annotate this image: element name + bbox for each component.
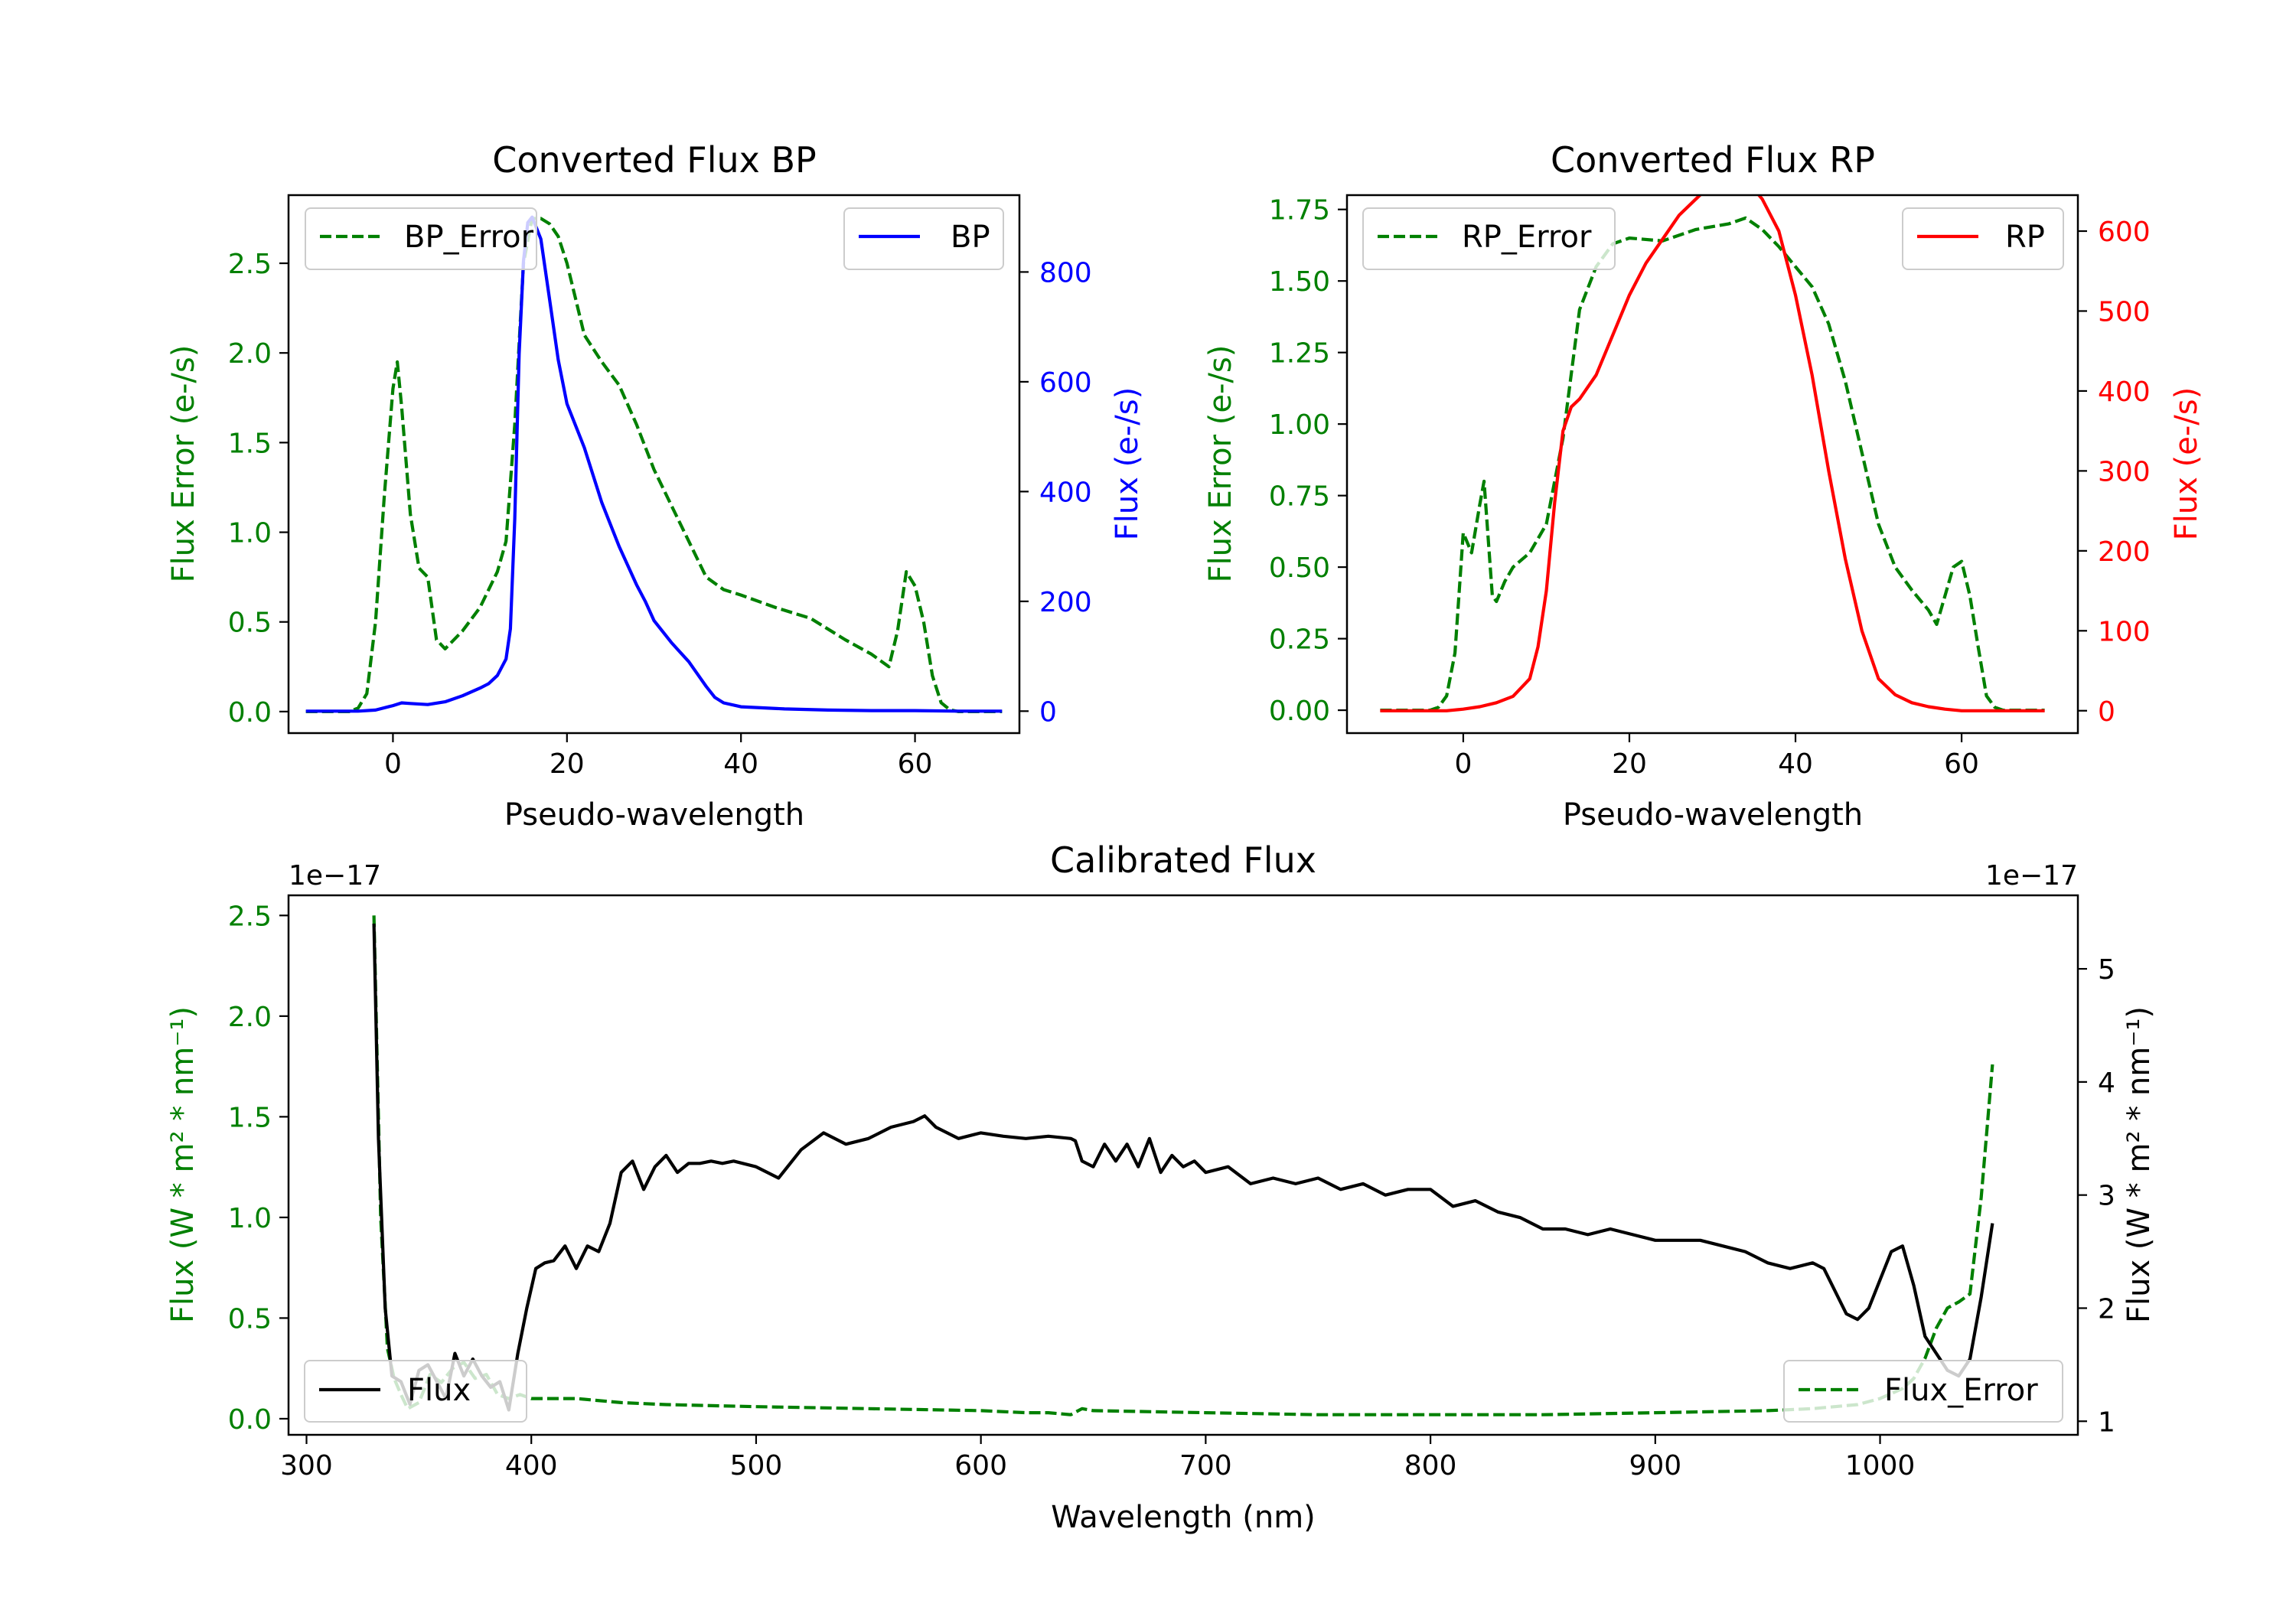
- bp-y-left-label: Flux Error (e-/s): [166, 345, 201, 583]
- rp-y-left-tick-label: 0.50: [1269, 553, 1330, 584]
- bp-y-left-tick-label: 1.5: [228, 428, 272, 459]
- bp-y-left-tick-label: 2.5: [228, 249, 272, 280]
- bp-x-tick-label: 40: [723, 748, 758, 780]
- cal-title: Calibrated Flux: [1050, 839, 1316, 881]
- rp-series-rp-line: [1380, 195, 2045, 712]
- bp-y-right-tick-label: 400: [1039, 477, 1092, 508]
- bp-title: Converted Flux BP: [492, 139, 817, 181]
- bp-y-right-tick-label: 200: [1039, 587, 1092, 618]
- cal-x-tick-label: 700: [1179, 1450, 1232, 1482]
- panel-calibrated: Calibrated Flux 300 400 500 600 700 800 900 100…: [165, 839, 2157, 1535]
- rp-y-left-tick-label: 1.50: [1269, 266, 1330, 298]
- rp-y-left-tick-label: 1.25: [1269, 338, 1330, 370]
- rp-y-right-tick-label: 200: [2098, 536, 2151, 568]
- bp-y-left-tick-label: 2.0: [228, 338, 272, 370]
- cal-right-offset: 1e−17: [1985, 860, 2078, 892]
- rp-y-left-tick-label: 1.00: [1269, 409, 1330, 441]
- rp-y-right-tick-label: 0: [2098, 696, 2115, 728]
- bp-x-tick-label: 20: [550, 748, 585, 780]
- rp-axes-frame: [1345, 194, 2079, 735]
- cal-x-tick-label: 400: [505, 1450, 558, 1482]
- cal-y-right-tick-label: 1: [2098, 1407, 2115, 1438]
- cal-series-flux-line: [372, 923, 1994, 1412]
- rp-legend-error: RP_Error: [1362, 207, 1616, 270]
- bp-axes-frame: [287, 194, 1021, 735]
- rp-legend-error-label: RP_Error: [1462, 220, 1592, 255]
- bp-xlabel: Pseudo-wavelength: [504, 797, 804, 833]
- cal-y-right-tick-label: 5: [2098, 954, 2115, 986]
- rp-y-left-tick-label: 0.00: [1269, 696, 1330, 727]
- rp-y-left-tick-label: 0.75: [1269, 481, 1330, 513]
- bp-legend-error-label: BP_Error: [404, 220, 534, 255]
- cal-y-left-tick-label: 0.0: [228, 1404, 272, 1436]
- cal-y-left-label: Flux (W * m² * nm⁻¹): [165, 1006, 201, 1323]
- rp-x-tick-label: 60: [1944, 748, 1979, 780]
- cal-y-left-tick-label: 2.5: [228, 901, 272, 932]
- cal-y-left-tick-label: 2.0: [228, 1002, 272, 1033]
- cal-y-right-tick-label: 4: [2098, 1068, 2115, 1099]
- bp-y-left-tick-label: 0.0: [228, 697, 272, 729]
- cal-y-right-tick-label: 3: [2098, 1181, 2115, 1212]
- cal-y-right-tick-label: 2: [2098, 1293, 2115, 1325]
- cal-x-tick-label: 500: [730, 1450, 783, 1482]
- bp-legend-flux-label: BP: [951, 220, 990, 255]
- rp-legend-flux: RP: [1902, 207, 2064, 270]
- rp-y-right-tick-label: 500: [2098, 296, 2151, 328]
- cal-y-right-label: Flux (W * m² * nm⁻¹): [2122, 1006, 2157, 1323]
- cal-y-left-tick-label: 1.0: [228, 1203, 272, 1234]
- rp-y-right-tick-label: 600: [2098, 217, 2151, 248]
- cal-x-tick-label: 900: [1629, 1450, 1681, 1482]
- bp-y-left-tick-label: 1.0: [228, 518, 272, 549]
- bp-y-right-tick-label: 800: [1039, 257, 1092, 288]
- rp-y-left-tick-label: 1.75: [1269, 195, 1330, 227]
- cal-legend-error: Flux_Error: [1783, 1360, 2063, 1423]
- rp-y-left-label: Flux Error (e-/s): [1203, 345, 1238, 583]
- bp-y-right-tick-label: 0: [1039, 696, 1057, 728]
- cal-y-left-tick-label: 1.5: [228, 1102, 272, 1133]
- rp-y-right-label: Flux (e-/s): [2169, 387, 2204, 540]
- bp-legend-flux: BP: [843, 207, 1004, 270]
- cal-y-left-tick-label: 0.5: [228, 1303, 272, 1335]
- rp-y-right-tick-label: 400: [2098, 376, 2151, 408]
- bp-x-tick-label: 60: [898, 748, 933, 780]
- bp-y-right-tick-label: 600: [1039, 367, 1092, 399]
- rp-series-rp-error-line: [1380, 216, 2045, 712]
- bp-x-tick-label: 0: [384, 748, 402, 780]
- rp-x-tick-label: 40: [1778, 748, 1813, 780]
- cal-legend-flux: Flux: [304, 1360, 527, 1423]
- cal-legend-error-label: Flux_Error: [1884, 1373, 2038, 1408]
- cal-left-offset: 1e−17: [289, 860, 381, 892]
- bp-y-left-tick-label: 0.5: [228, 608, 272, 639]
- rp-y-right-tick-label: 300: [2098, 456, 2151, 487]
- panel-bp: Converted Flux BP 0 20 40 60 0.0 0.5 1.0 1.5 2.0…: [166, 139, 1145, 833]
- cal-x-tick-label: 300: [280, 1450, 333, 1482]
- rp-x-tick-label: 0: [1454, 748, 1472, 780]
- rp-x-tick-label: 20: [1612, 748, 1647, 780]
- bp-legend-error: BP_Error: [305, 207, 537, 270]
- bp-series-bp-error-line: [305, 217, 1003, 714]
- cal-axes-frame: [287, 894, 2079, 1436]
- rp-y-left-tick-label: 0.25: [1269, 624, 1330, 656]
- rp-title: Converted Flux RP: [1551, 139, 1875, 181]
- rp-legend-flux-label: RP: [2005, 220, 2045, 255]
- cal-x-tick-label: 1000: [1845, 1450, 1916, 1482]
- cal-xlabel: Wavelength (nm): [1051, 1500, 1316, 1535]
- cal-x-tick-label: 600: [954, 1450, 1007, 1482]
- bp-y-right-label: Flux (e-/s): [1110, 387, 1145, 540]
- cal-x-tick-label: 800: [1404, 1450, 1457, 1482]
- rp-xlabel: Pseudo-wavelength: [1563, 797, 1863, 833]
- bp-series-bp-line: [305, 215, 1003, 713]
- panel-rp: Converted Flux RP 0 20 40 60 0.00 0.25 0.50 0.7…: [1203, 139, 2204, 833]
- rp-y-right-tick-label: 100: [2098, 616, 2151, 647]
- cal-legend-flux-label: Flux: [407, 1373, 471, 1408]
